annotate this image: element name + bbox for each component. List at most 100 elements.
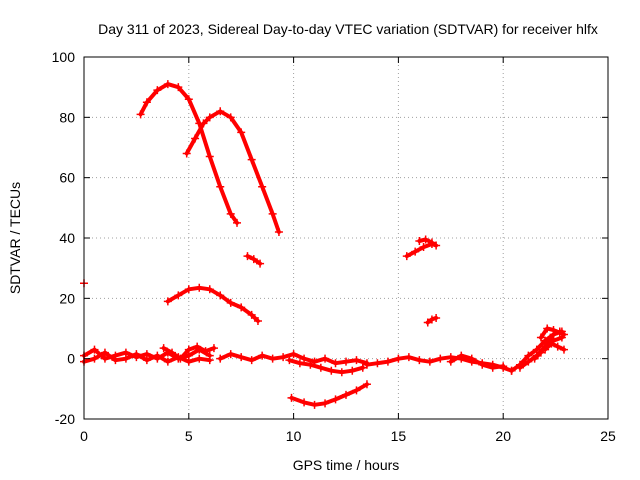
data-point-marker [507,366,516,375]
data-point-marker [446,357,455,366]
data-point-marker [132,350,141,359]
data-point-marker [279,353,288,362]
data-point-marker [153,351,162,360]
data-point-marker [253,316,262,325]
data-point-marker [362,380,371,389]
data-point-marker [457,351,466,360]
data-point-marker [348,366,357,375]
data-point-marker [163,80,172,89]
data-point-marker [404,353,413,362]
y-tick-label: 40 [59,230,75,246]
data-point-marker [174,83,183,92]
data-point-marker [195,283,204,292]
y-tick-label: 0 [67,351,75,367]
data-point-marker [549,326,558,335]
data-point-marker [258,351,267,360]
data-point-marker [268,354,277,363]
data-point-marker [427,238,436,247]
data-point-marker [402,252,411,261]
data-point-marker [226,209,235,218]
y-tick-label: -20 [55,411,75,427]
data-point-marker [515,363,524,372]
data-point-marker [555,329,564,338]
data-point-marker [163,297,172,306]
y-tick-label: 80 [59,109,75,125]
grid-layer [84,57,608,419]
data-point-marker [342,357,350,366]
data-point-marker [321,354,330,363]
data-point-marker [184,357,193,366]
data-point-marker [352,356,361,365]
data-point-marker [295,359,304,368]
data-point-marker [541,345,550,354]
data-point-marker [205,113,214,122]
data-point-marker [174,291,183,300]
data-point-marker [90,345,99,354]
data-point-marker [331,359,340,368]
data-point-marker [176,354,185,363]
data-point-marker [415,237,424,246]
data-point-marker [237,303,246,312]
data-point-marker [274,227,283,236]
data-point-marker [226,350,235,359]
data-point-marker [327,366,336,375]
x-axis-label: GPS time / hours [293,457,400,473]
data-point-marker [394,354,403,363]
data-point-marker [536,333,545,342]
data-point-marker [478,360,487,369]
x-tick-label: 25 [600,428,616,444]
data-point-marker [285,356,294,365]
data-point-marker [289,350,298,359]
x-tick-label: 10 [286,428,302,444]
data-point-marker [300,398,309,407]
data-point-marker [419,243,428,252]
x-tick-label: 5 [185,428,193,444]
series-layer [80,80,568,409]
data-point-marker [249,255,258,264]
data-point-marker [425,357,434,366]
data-point-marker [287,393,296,402]
data-point-marker [209,344,218,353]
tick-layer: 0 5 10 15 20 25 -20 0 20 40 60 80 100 [52,49,616,444]
data-point-marker [216,107,225,116]
data-point-marker [524,357,533,366]
data-point-marker [205,285,214,294]
data-point-marker [247,310,256,319]
data-point-marker [559,330,568,339]
data-point-marker [411,247,420,256]
data-point-marker [184,95,193,104]
data-point-marker [373,359,382,368]
x-tick-label: 20 [495,428,511,444]
data-point-marker [90,354,99,363]
data-point-marker [216,291,225,300]
data-point-marker [100,348,109,357]
data-point-marker [153,86,162,95]
data-point-marker [163,357,172,366]
data-point-marker [199,119,208,128]
data-point-marker [499,362,508,371]
data-point-marker [182,149,191,158]
data-point-marker [423,318,432,327]
x-tick-label: 0 [80,428,88,444]
data-point-marker [195,354,204,363]
data-point-marker [243,252,252,261]
data-point-marker [205,152,214,161]
data-point-marker [237,353,246,362]
data-point-marker [331,395,340,404]
data-point-marker [121,354,130,363]
data-point-marker [530,354,539,363]
data-point-marker [193,342,202,351]
data-point-marker [142,356,151,365]
data-point-marker [237,128,246,137]
data-point-marker [316,363,325,372]
data-point-marker [136,110,145,119]
data-point-marker [168,348,177,357]
data-point-marker [310,400,319,409]
data-point-marker [432,313,441,322]
data-point-marker [184,285,193,294]
data-point-marker [427,315,436,324]
series-baseline-7 [448,353,506,370]
y-tick-label: 60 [59,170,75,186]
data-point-marker [553,342,562,351]
